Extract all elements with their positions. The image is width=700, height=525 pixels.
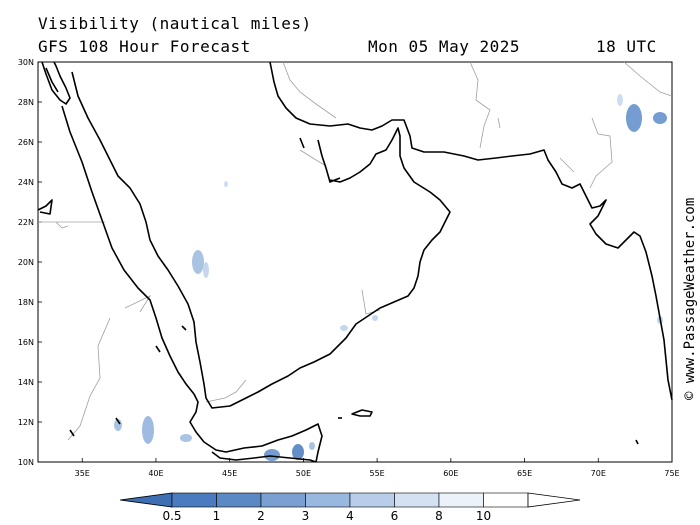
visibility-patch	[617, 94, 623, 106]
visibility-patch	[372, 315, 378, 321]
longitude-label: 70E	[591, 469, 606, 478]
latitude-label: 18N	[18, 298, 34, 307]
colorbar-label: 8	[435, 509, 443, 523]
longitude-label: 45E	[222, 469, 237, 478]
latitude-label: 28N	[18, 98, 34, 107]
visibility-patch	[224, 181, 228, 187]
map-title-variable: Visibility (nautical miles)	[38, 14, 312, 33]
visibility-patch	[264, 449, 280, 461]
colorbar: 0.5 1 2 3 4 6 8 10	[119, 492, 581, 523]
colorbar-label: 10	[476, 509, 491, 523]
visibility-patch	[180, 434, 192, 442]
latitude-label: 16N	[18, 338, 34, 347]
colorbar-cell	[216, 492, 262, 508]
visibility-patch	[114, 419, 122, 431]
visibility-patch	[292, 444, 304, 460]
colorbar-lower-arrow	[119, 492, 173, 508]
colorbar-cell	[171, 492, 217, 508]
latitude-label: 10N	[18, 458, 34, 467]
longitude-label: 35E	[75, 469, 90, 478]
latitude-label: 22N	[18, 218, 34, 227]
latitude-label: 20N	[18, 258, 34, 267]
colorbar-cell	[305, 492, 351, 508]
visibility-patch	[653, 112, 667, 124]
longitude-label: 50E	[296, 469, 311, 478]
latitude-label: 30N	[18, 58, 34, 67]
latitude-label: 24N	[18, 178, 34, 187]
longitude-label: 55E	[369, 469, 384, 478]
colorbar-label: 0.5	[162, 509, 181, 523]
colorbar-cell	[394, 492, 440, 508]
longitude-label: 65E	[517, 469, 532, 478]
longitude-label: 40E	[148, 469, 163, 478]
forecast-time: 18 UTC	[596, 37, 657, 56]
colorbar-label: 3	[302, 509, 310, 523]
visibility-patch	[192, 250, 204, 274]
forecast-date: Mon 05 May 2025	[368, 37, 520, 56]
colorbar-upper-arrow	[527, 492, 581, 508]
colorbar-label: 6	[391, 509, 399, 523]
visibility-patch	[626, 104, 642, 132]
coastlines	[37, 61, 673, 463]
visibility-patch	[309, 442, 315, 450]
colorbar-label: 4	[346, 509, 354, 523]
latitude-label: 14N	[18, 378, 34, 387]
latitude-label: 26N	[18, 138, 34, 147]
colorbar-cell	[483, 492, 529, 508]
site-credit: © www.PassageWeather.com	[682, 198, 698, 400]
colorbar-label: 1	[213, 509, 221, 523]
colorbar-label: 2	[257, 509, 265, 523]
visibility-patch	[142, 416, 154, 444]
country-borders	[38, 61, 673, 441]
visibility-patch	[340, 325, 348, 331]
longitude-label: 60E	[443, 469, 458, 478]
colorbar-cell	[438, 492, 484, 508]
colorbar-cell	[349, 492, 395, 508]
map-title-model: GFS 108 Hour Forecast	[38, 37, 251, 56]
latitude-labels: 30N 28N 26N 24N 22N 20N 18N 16N 14N 12N 10N	[18, 58, 42, 467]
longitude-label: 75E	[664, 469, 679, 478]
visibility-patch	[203, 262, 209, 278]
longitude-labels: 35E 40E 45E 50E 55E 60E 65E 70E 75E	[75, 458, 680, 478]
map-frame	[37, 61, 673, 463]
colorbar-cell	[260, 492, 306, 508]
latitude-label: 12N	[18, 418, 34, 427]
